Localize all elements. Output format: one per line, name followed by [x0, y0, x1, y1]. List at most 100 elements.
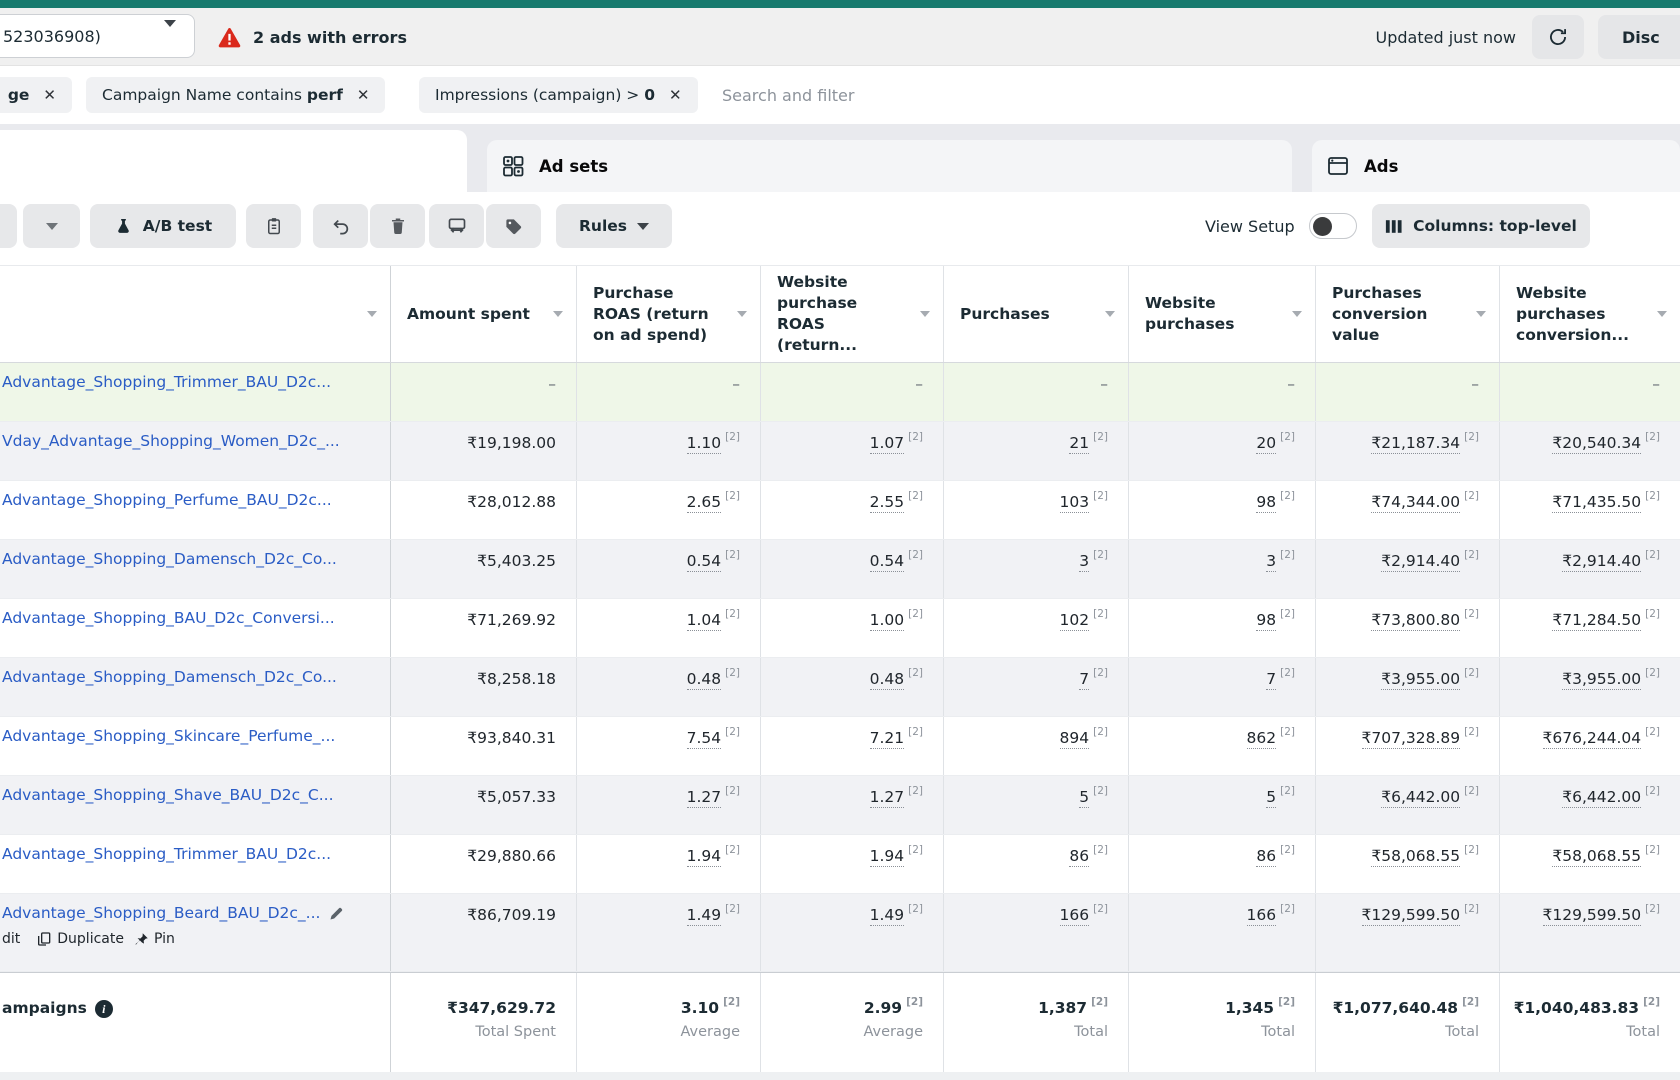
footnote-marker: [2] [725, 431, 740, 443]
footnote-marker: [2] [1093, 667, 1108, 679]
table-row[interactable]: Advantage_Shopping_Perfume_BAU_D2c... ₹28… [0, 481, 1680, 540]
filter-chip[interactable]: Campaign Name contains perf ✕ [86, 77, 386, 113]
action-toolbar: A/B test Rules [0, 192, 1680, 265]
ad-account-dropdown[interactable]: 523036908) [0, 14, 195, 58]
table-row[interactable]: Advantage_Shopping_Trimmer_BAU_D2c... ₹29… [0, 835, 1680, 894]
export-button[interactable] [429, 204, 484, 248]
metric-cell: ₹28,012.88 [390, 481, 576, 539]
table-row[interactable]: Advantage_Shopping_Trimmer_BAU_D2c... – – –… [0, 363, 1680, 422]
footnote-marker: [2] [1464, 431, 1479, 443]
table-row[interactable]: Advantage_Shopping_Shave_BAU_D2c_C... ₹5,… [0, 776, 1680, 835]
rules-button[interactable]: Rules [556, 204, 672, 248]
sort-caret-icon[interactable] [553, 311, 563, 317]
sort-caret-icon[interactable] [367, 311, 377, 317]
close-icon[interactable]: ✕ [669, 86, 682, 104]
column-header[interactable]: Purchase ROAS (return on ad spend) [576, 266, 760, 362]
campaign-name-link[interactable]: Vday_Advantage_Shopping_Women_D2c_... [2, 432, 340, 450]
filter-chip[interactable]: Impressions (campaign) > 0 ✕ [419, 77, 698, 113]
table-row[interactable]: Advantage_Shopping_BAU_D2c_Conversi... ₹7… [0, 599, 1680, 658]
refresh-button[interactable] [1532, 15, 1584, 59]
undo-button[interactable] [313, 204, 368, 248]
metric-value: ₹19,198.00 [467, 434, 556, 452]
metric-value: 86 [1069, 847, 1090, 867]
column-header[interactable]: Website purchases conversion... [1499, 266, 1680, 362]
column-header[interactable]: Amount spent [390, 266, 576, 362]
footnote-marker: [2] [1464, 608, 1479, 620]
table-row[interactable]: Advantage_Shopping_Damensch_D2c_Co... ₹5,… [0, 540, 1680, 599]
campaign-name-line: Vday_Advantage_Shopping_Women_D2c_... [2, 432, 380, 450]
footnote-marker: [2] [908, 903, 923, 915]
ads-error-badge[interactable]: 2 ads with errors [218, 8, 407, 66]
edit-button-clipped[interactable] [0, 204, 17, 248]
tag-button[interactable] [486, 204, 541, 248]
campaign-name-line: Advantage_Shopping_BAU_D2c_Conversi... [2, 609, 380, 627]
column-header[interactable]: Purchases [943, 266, 1128, 362]
filter-chip[interactable]: ge ✕ [0, 77, 72, 113]
sort-caret-icon[interactable] [1105, 311, 1115, 317]
footnote-marker: [2] [908, 431, 923, 443]
sort-caret-icon[interactable] [1292, 311, 1302, 317]
metric-value: ₹21,187.34 [1371, 434, 1461, 454]
column-header-name[interactable] [0, 266, 390, 362]
campaign-name-link[interactable]: Advantage_Shopping_Damensch_D2c_Co... [2, 668, 337, 686]
table-row[interactable]: Advantage_Shopping_Skincare_Perfume_... ₹… [0, 717, 1680, 776]
metric-cell: 0.48 [2] [576, 658, 760, 716]
edit-pencil-icon[interactable] [328, 905, 345, 922]
campaign-name-link[interactable]: Advantage_Shopping_Damensch_D2c_Co... [2, 550, 337, 568]
tab-ad-sets[interactable]: Ad sets [487, 140, 1292, 192]
tab-campaigns[interactable] [0, 130, 467, 192]
footer-sublabel: Total [1074, 1024, 1108, 1040]
columns-label: Columns: top-level [1413, 217, 1577, 235]
delete-button[interactable] [370, 204, 425, 248]
undo-icon [331, 217, 351, 236]
footnote-marker: [2] [908, 726, 923, 738]
info-icon[interactable]: i [94, 1000, 113, 1018]
footer-value-number: 3.10 [680, 999, 720, 1017]
filter-chip-label: Campaign Name contains perf [102, 86, 343, 104]
footnote-marker: [2] [1093, 608, 1108, 620]
footnote-marker: [2] [1645, 608, 1660, 620]
campaign-name-link[interactable]: Advantage_Shopping_Skincare_Perfume_... [2, 727, 336, 745]
campaign-name-link[interactable]: Advantage_Shopping_Trimmer_BAU_D2c... [2, 845, 332, 863]
metric-value: 0.48 [686, 670, 722, 690]
campaign-name-link[interactable]: Advantage_Shopping_Trimmer_BAU_D2c... [2, 373, 332, 391]
close-icon[interactable]: ✕ [43, 86, 56, 104]
close-icon[interactable]: ✕ [356, 86, 370, 104]
tab-ads[interactable]: Ads [1312, 140, 1680, 192]
campaigns-table: Amount spent Purchase ROAS (return on ad … [0, 265, 1680, 1072]
metric-value: 103 [1059, 493, 1090, 513]
view-setup-control: View Setup [1205, 192, 1357, 260]
search-and-filter-input[interactable]: Search and filter [722, 85, 855, 105]
sort-caret-icon[interactable] [1657, 311, 1667, 317]
table-row[interactable]: Vday_Advantage_Shopping_Women_D2c_... ₹19… [0, 422, 1680, 481]
campaign-name-link[interactable]: Advantage_Shopping_Beard_BAU_D2c_... [2, 904, 321, 922]
column-header[interactable]: Website purchase ROAS (return... [760, 266, 943, 362]
table-row[interactable]: Advantage_Shopping_Damensch_D2c_Co... ₹8,… [0, 658, 1680, 717]
more-options-button[interactable] [23, 204, 80, 248]
column-header[interactable]: Purchases conversion value [1315, 266, 1499, 362]
column-header[interactable]: Website purchases [1128, 266, 1315, 362]
sort-caret-icon[interactable] [920, 311, 930, 317]
campaign-name-link[interactable]: Advantage_Shopping_Shave_BAU_D2c_C... [2, 786, 334, 804]
table-header-row: Amount spent Purchase ROAS (return on ad … [0, 265, 1680, 363]
row-action-duplicate[interactable]: Duplicate [36, 931, 124, 947]
campaign-name-link[interactable]: Advantage_Shopping_BAU_D2c_Conversi... [2, 609, 335, 627]
footnote-marker: [2] [1093, 549, 1108, 561]
view-setup-toggle[interactable] [1308, 213, 1357, 239]
footer-metric-cell: 2.99 [2] Average [760, 973, 943, 1072]
sort-caret-icon[interactable] [737, 311, 747, 317]
metric-cell: ₹2,914.40 [2] [1499, 540, 1680, 598]
table-row[interactable]: Advantage_Shopping_Beard_BAU_D2c_...dit D… [0, 894, 1680, 972]
discard-drafts-button[interactable]: Disc [1598, 15, 1680, 59]
metric-cell: 86 [2] [1128, 835, 1315, 893]
campaign-name-link[interactable]: Advantage_Shopping_Perfume_BAU_D2c... [2, 491, 332, 509]
metric-value: ₹3,955.00 [1562, 670, 1642, 690]
metric-cell: ₹21,187.34 [2] [1315, 422, 1499, 480]
paste-button[interactable] [246, 204, 301, 248]
sort-caret-icon[interactable] [1476, 311, 1486, 317]
ab-test-button[interactable]: A/B test [90, 204, 236, 248]
bottom-scroll-area[interactable] [0, 1072, 1680, 1080]
row-action-pin[interactable]: Pin [134, 931, 175, 947]
columns-button[interactable]: Columns: top-level [1372, 204, 1590, 248]
row-action-dit[interactable]: dit [2, 931, 20, 947]
